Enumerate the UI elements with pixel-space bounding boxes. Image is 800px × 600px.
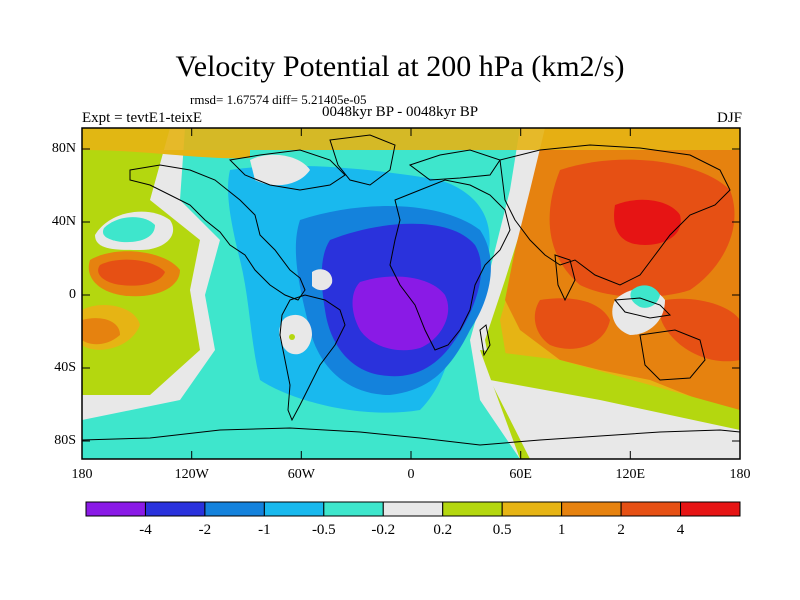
lat-label-40n: 40N <box>51 214 76 229</box>
velocity-potential-field <box>82 128 740 459</box>
lat-label-80n: 80N <box>51 141 76 156</box>
colorbar-label: 2 <box>617 522 625 538</box>
colorbar-swatch <box>680 501 741 517</box>
colorbar-label: -0.2 <box>371 522 396 538</box>
lat-label-0: 0 <box>69 287 76 302</box>
lon-label-180e: 180 <box>729 467 751 482</box>
lon-label-0: 0 <box>407 467 415 482</box>
lon-label-60e: 60E <box>509 467 532 482</box>
lat-label-80s: 80S <box>54 433 76 448</box>
colorbar-label: 0.5 <box>492 522 512 538</box>
colorbar-label: 4 <box>676 522 685 538</box>
lon-label-120e: 120E <box>615 467 646 482</box>
colorbar-label: -1 <box>258 522 271 538</box>
colorbar-label: 0.2 <box>433 522 453 538</box>
colorbar-swatch <box>85 501 146 517</box>
period-label: 0048kyr BP - 0048kyr BP <box>321 104 479 120</box>
axis-ticks <box>82 128 740 459</box>
lon-label-120w: 120W <box>174 467 209 482</box>
colorbar-label: -0.5 <box>311 522 336 538</box>
colorbar <box>85 501 741 517</box>
colorbar-swatch <box>323 501 384 517</box>
lon-label-60w: 60W <box>287 467 315 482</box>
experiment-label: Expt = tevtE1-teixE <box>82 110 203 126</box>
colorbar-label: -2 <box>198 522 212 538</box>
colorbar-swatch <box>620 501 682 517</box>
map-title: Velocity Potential at 200 hPa (km2/s) <box>175 50 625 83</box>
colorbar-swatch <box>382 501 444 517</box>
coastlines <box>82 134 740 446</box>
stats-line: rmsd= 1.67574 diff= 5.21405e-05 <box>190 92 367 107</box>
colorbar-label: 1 <box>557 522 566 538</box>
colorbar-swatch <box>263 501 325 517</box>
colorbar-swatch <box>144 501 206 517</box>
colorbar-swatch <box>442 501 503 517</box>
colorbar-swatch <box>501 501 563 517</box>
lon-label-180w: 180 <box>71 467 93 482</box>
colorbar-label: -4 <box>139 522 152 538</box>
lat-label-40s: 40S <box>54 360 76 375</box>
colorbar-swatch <box>204 501 265 517</box>
season-label: DJF <box>716 110 742 126</box>
colorbar-swatch <box>561 501 622 517</box>
